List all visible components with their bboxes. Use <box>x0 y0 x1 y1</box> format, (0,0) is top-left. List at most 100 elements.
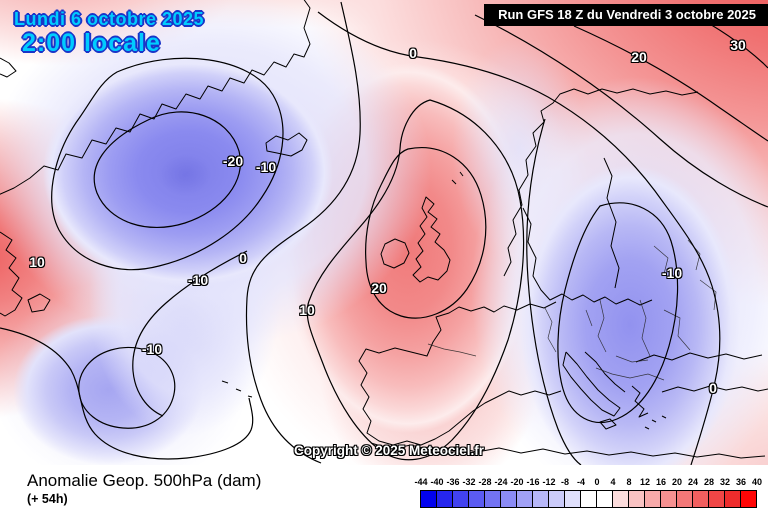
contour-label: 0 <box>239 250 247 266</box>
legend-tick: 40 <box>751 477 763 487</box>
legend-color-cell <box>532 490 549 508</box>
date-line: Lundi 6 octobre 2025 <box>14 9 205 29</box>
legend-color-cells <box>420 490 757 508</box>
contour-minus10-nw <box>51 57 284 271</box>
aegean-islands <box>644 415 667 430</box>
legend-tick: -28 <box>478 477 492 487</box>
north-africa-coast <box>370 442 766 459</box>
copyright-text: Copyright © 2025 Meteociel.fr <box>294 443 484 458</box>
legend-color-cell <box>436 490 453 508</box>
legend-tick: -16 <box>526 477 540 487</box>
contour-label: 30 <box>730 37 746 53</box>
legend-tick: 32 <box>719 477 731 487</box>
legend-tick: 36 <box>735 477 747 487</box>
legend-tick: -32 <box>462 477 476 487</box>
baltic-coast <box>522 207 653 306</box>
italy-coast <box>562 351 621 417</box>
legend-color-cell <box>596 490 613 508</box>
legend-color-cell <box>548 490 565 508</box>
norway-coast <box>503 88 699 277</box>
legend-color-cell <box>692 490 709 508</box>
legend-color-cell <box>500 490 517 508</box>
footer-bar: Anomalie Geop. 500hPa (dam) (+ 54h) -44-… <box>0 465 768 512</box>
legend-color-cell <box>724 490 741 508</box>
legend-color-cell <box>628 490 645 508</box>
finland-coast <box>603 157 620 289</box>
legend-color-cell <box>676 490 693 508</box>
contour-plus10-ne <box>474 14 768 208</box>
contour-label: 10 <box>299 302 315 318</box>
legend-color-cell <box>644 490 661 508</box>
turkey-coast <box>661 385 768 393</box>
legend-tick: -20 <box>510 477 524 487</box>
contour-label: 20 <box>371 280 387 296</box>
contour-label: -10 <box>141 341 163 357</box>
contour-lines <box>0 1 768 465</box>
contour-label: -10 <box>187 272 209 288</box>
legend-tick: -4 <box>576 477 586 487</box>
legend-color-cell <box>468 490 485 508</box>
greece-coast <box>631 385 649 418</box>
variable-label: Anomalie Geop. 500hPa (dam) <box>27 471 262 490</box>
legend-tick: -12 <box>542 477 556 487</box>
map-lines-layer <box>0 0 768 465</box>
contour-label: -20 <box>222 153 244 169</box>
europe-atlantic-coast <box>358 301 562 446</box>
iceland-coast <box>265 132 308 157</box>
contour-label: -10 <box>255 159 277 175</box>
anomaly-map: -20 -10 0 20 30 10 0 -10 -10 10 20 -10 0 Lundi 6 oct… <box>0 0 768 465</box>
contour-label: 0 <box>409 45 417 61</box>
contour-plus20-center <box>365 147 487 319</box>
contour-zero-southwest <box>0 327 254 460</box>
greenland-coast <box>0 0 311 195</box>
legend-tick: 12 <box>639 477 651 487</box>
forecast-hour-label: (+ 54h) <box>27 492 68 506</box>
azores-islands <box>221 380 253 398</box>
country-borders <box>427 239 717 381</box>
contour-zero-west <box>245 1 361 464</box>
contour-zero-central <box>526 118 582 465</box>
labrador-coast <box>0 231 23 317</box>
newfoundland-coast <box>27 293 51 313</box>
legend-tick: 8 <box>626 477 632 487</box>
black-sea-coast <box>635 352 763 363</box>
legend-color-cell <box>452 490 469 508</box>
contour-plus20-ne <box>573 25 768 142</box>
contour-label: 20 <box>631 49 647 65</box>
coast-fragment <box>0 57 17 78</box>
legend-tick: 4 <box>610 477 616 487</box>
legend-color-cell <box>708 490 725 508</box>
legend-tick: 20 <box>671 477 683 487</box>
sicily-coast <box>599 418 617 430</box>
legend-color-cell <box>612 490 629 508</box>
contour-minus10-west <box>132 250 248 417</box>
date-block: Lundi 6 octobre 2025 2:00 locale <box>14 9 205 57</box>
legend-tick-labels: -44 -40 -36 -32 -28 -24 -20 -16 -12 -8 -4 0 4 8 12 16 20… <box>414 477 762 488</box>
contour-minus20 <box>93 111 241 229</box>
contour-label: 0 <box>709 380 717 396</box>
legend-tick: -40 <box>430 477 444 487</box>
legend-tick: -24 <box>494 477 508 487</box>
legend-color-cell <box>740 490 757 508</box>
legend-color-cell <box>580 490 597 508</box>
legend-color-cell <box>516 490 533 508</box>
legend-tick: 24 <box>687 477 699 487</box>
legend-color-cell <box>660 490 677 508</box>
shetland-islands <box>451 171 464 185</box>
legend-tick: 28 <box>703 477 715 487</box>
adriatic-coast <box>584 351 626 393</box>
legend-tick: 0 <box>594 477 600 487</box>
local-time: 2:00 locale <box>22 28 161 57</box>
contour-zero-north <box>317 11 721 465</box>
contour-label: 10 <box>29 254 45 270</box>
legend-tick: -8 <box>560 477 570 487</box>
color-scale-legend: -44 -40 -36 -32 -28 -24 -20 -16 -12 -8 -4 0 4 8 12 16 20… <box>414 477 762 510</box>
model-run-box: Run GFS 18 Z du Vendredi 3 octobre 2025 <box>484 4 768 26</box>
legend-tick: -44 <box>414 477 428 487</box>
legend-color-cell <box>420 490 437 508</box>
legend-color-cell <box>564 490 581 508</box>
great-britain-coast <box>412 196 451 283</box>
legend-tick: 16 <box>655 477 667 487</box>
coastlines <box>0 0 768 459</box>
